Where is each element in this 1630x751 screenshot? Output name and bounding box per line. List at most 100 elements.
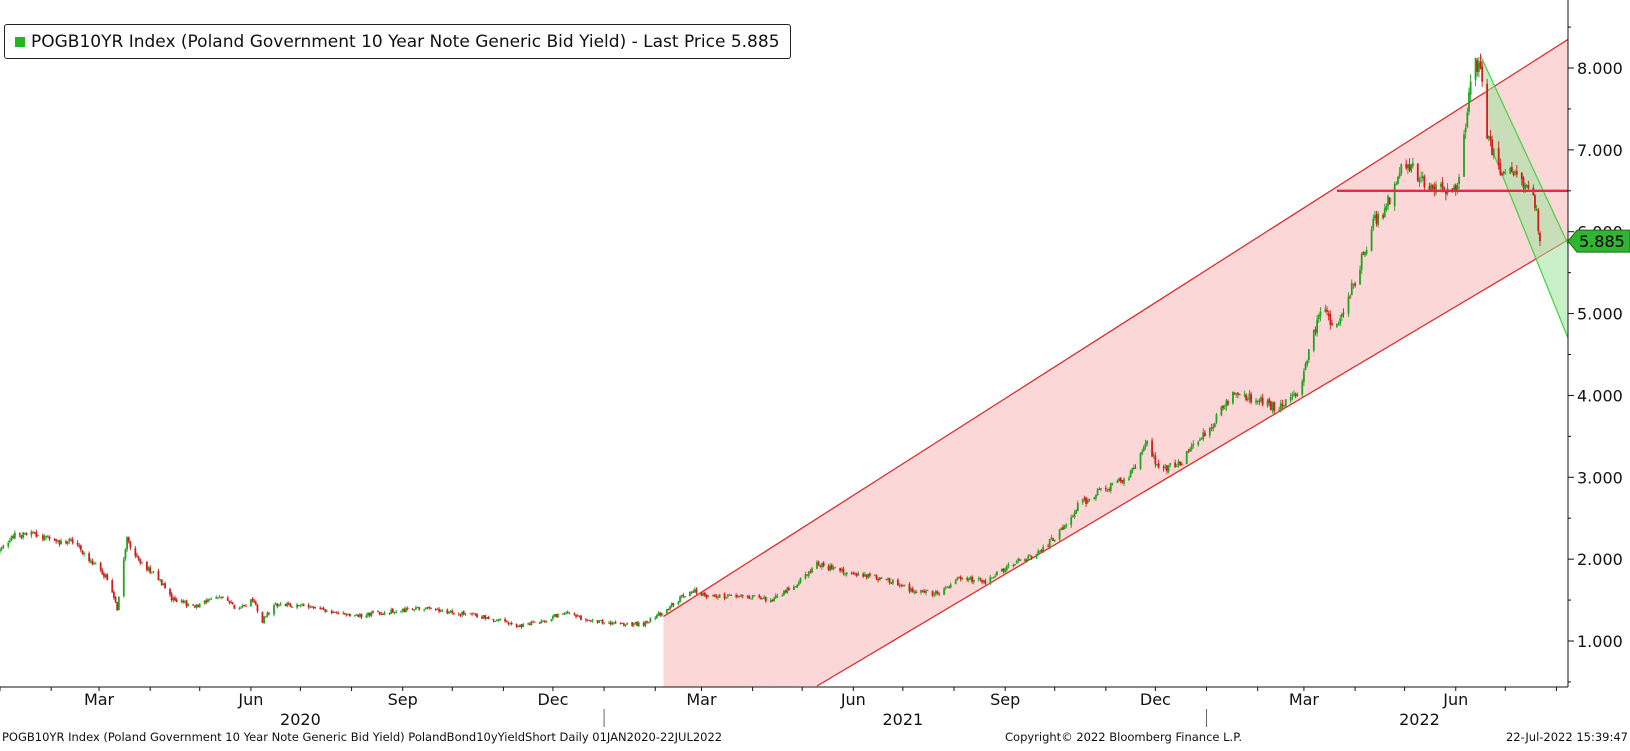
candle-body (784, 590, 787, 593)
candle-body (797, 582, 800, 585)
candle-body (863, 574, 866, 577)
candle-body (834, 567, 837, 569)
candle-body (598, 620, 601, 623)
candle-body (1421, 176, 1424, 179)
candle-body (1408, 164, 1411, 171)
candle-body (415, 607, 417, 610)
candle-body (497, 619, 500, 621)
candle-body (1406, 164, 1409, 168)
candle-body (723, 593, 726, 599)
candle-body (391, 608, 394, 613)
candle-body (160, 579, 163, 586)
candle-body (1294, 393, 1297, 396)
candle-body (854, 573, 856, 574)
candle-body (413, 609, 416, 611)
candle-body (1362, 252, 1365, 255)
candle-body (1104, 487, 1107, 490)
y-tick-label: 4.000 (1577, 386, 1623, 405)
candle-body (1377, 214, 1380, 225)
y-tick-label: 2.000 (1577, 550, 1623, 569)
x-tick-label: Dec (537, 690, 568, 709)
candle-body (1260, 397, 1262, 402)
candle-body (806, 574, 809, 576)
candle-body (702, 593, 705, 596)
candle-body (370, 611, 373, 617)
candle-body (0, 546, 3, 550)
candle-body (796, 585, 799, 588)
candle-body (79, 545, 82, 550)
candle-body (969, 577, 972, 580)
candle-body (1430, 184, 1432, 191)
candle-body (943, 588, 946, 595)
candle-body (403, 608, 406, 613)
candle-body (180, 600, 183, 603)
candle-body (499, 619, 502, 621)
candle-body (504, 619, 506, 622)
candle-body (1326, 310, 1328, 312)
candle-body (1539, 232, 1541, 242)
candle-body (693, 589, 696, 592)
candle-body (631, 622, 634, 626)
candle-body (659, 613, 662, 616)
candle-body (1095, 495, 1097, 499)
candle-body (462, 611, 465, 615)
candle-body (1131, 468, 1134, 473)
candle-body (1468, 92, 1470, 112)
candle-body (1349, 296, 1352, 298)
candle-body (1304, 363, 1307, 370)
candle-body (1189, 448, 1191, 452)
candle-body (877, 578, 879, 581)
candle-body (1005, 566, 1008, 570)
candle-body (233, 604, 236, 609)
candle-body (717, 597, 719, 598)
candle-body (1212, 427, 1215, 429)
candle-body (1071, 516, 1074, 518)
candle-body (971, 576, 974, 583)
candle-body (149, 567, 152, 573)
candle-body (83, 553, 86, 555)
candle-body (484, 615, 487, 619)
candle-body (1050, 537, 1053, 539)
candle-body (967, 578, 970, 581)
candle-body (923, 590, 926, 593)
candle-body (804, 574, 807, 579)
candle-body (561, 613, 564, 615)
candle-body (261, 611, 264, 623)
candle-body (700, 592, 703, 596)
candle-body (170, 593, 173, 600)
candle-body (821, 562, 823, 568)
last-price-label: 5.885 (1579, 232, 1625, 251)
candle-body (66, 541, 69, 544)
candle-body (649, 618, 652, 623)
x-tick-label: Sep (388, 690, 418, 709)
candle-body (355, 614, 358, 616)
candle-body (1397, 176, 1399, 184)
candle-body (266, 612, 269, 617)
candle-body (464, 613, 467, 615)
candle-body (449, 611, 452, 613)
candle-body (1167, 465, 1170, 472)
candle-body (495, 619, 498, 622)
candle-body (726, 594, 729, 597)
candle-body (314, 607, 317, 609)
candle-body (510, 622, 513, 625)
candle-body (1289, 396, 1292, 401)
candle-body (565, 612, 568, 614)
candle-body (556, 613, 559, 618)
candle-body (793, 586, 795, 590)
candle-body (979, 578, 982, 580)
candle-body (578, 615, 581, 617)
candle-body (1463, 134, 1465, 177)
candle-body (1192, 443, 1195, 446)
candle-body (684, 596, 686, 597)
candle-body (715, 596, 718, 598)
candle-body (1365, 250, 1368, 254)
candle-body (145, 561, 148, 570)
candle-body (589, 620, 592, 622)
candle-body (152, 571, 155, 573)
candle-body (48, 536, 51, 540)
candle-body (596, 620, 599, 623)
candle-body (1093, 497, 1096, 499)
candle-body (1534, 195, 1536, 209)
